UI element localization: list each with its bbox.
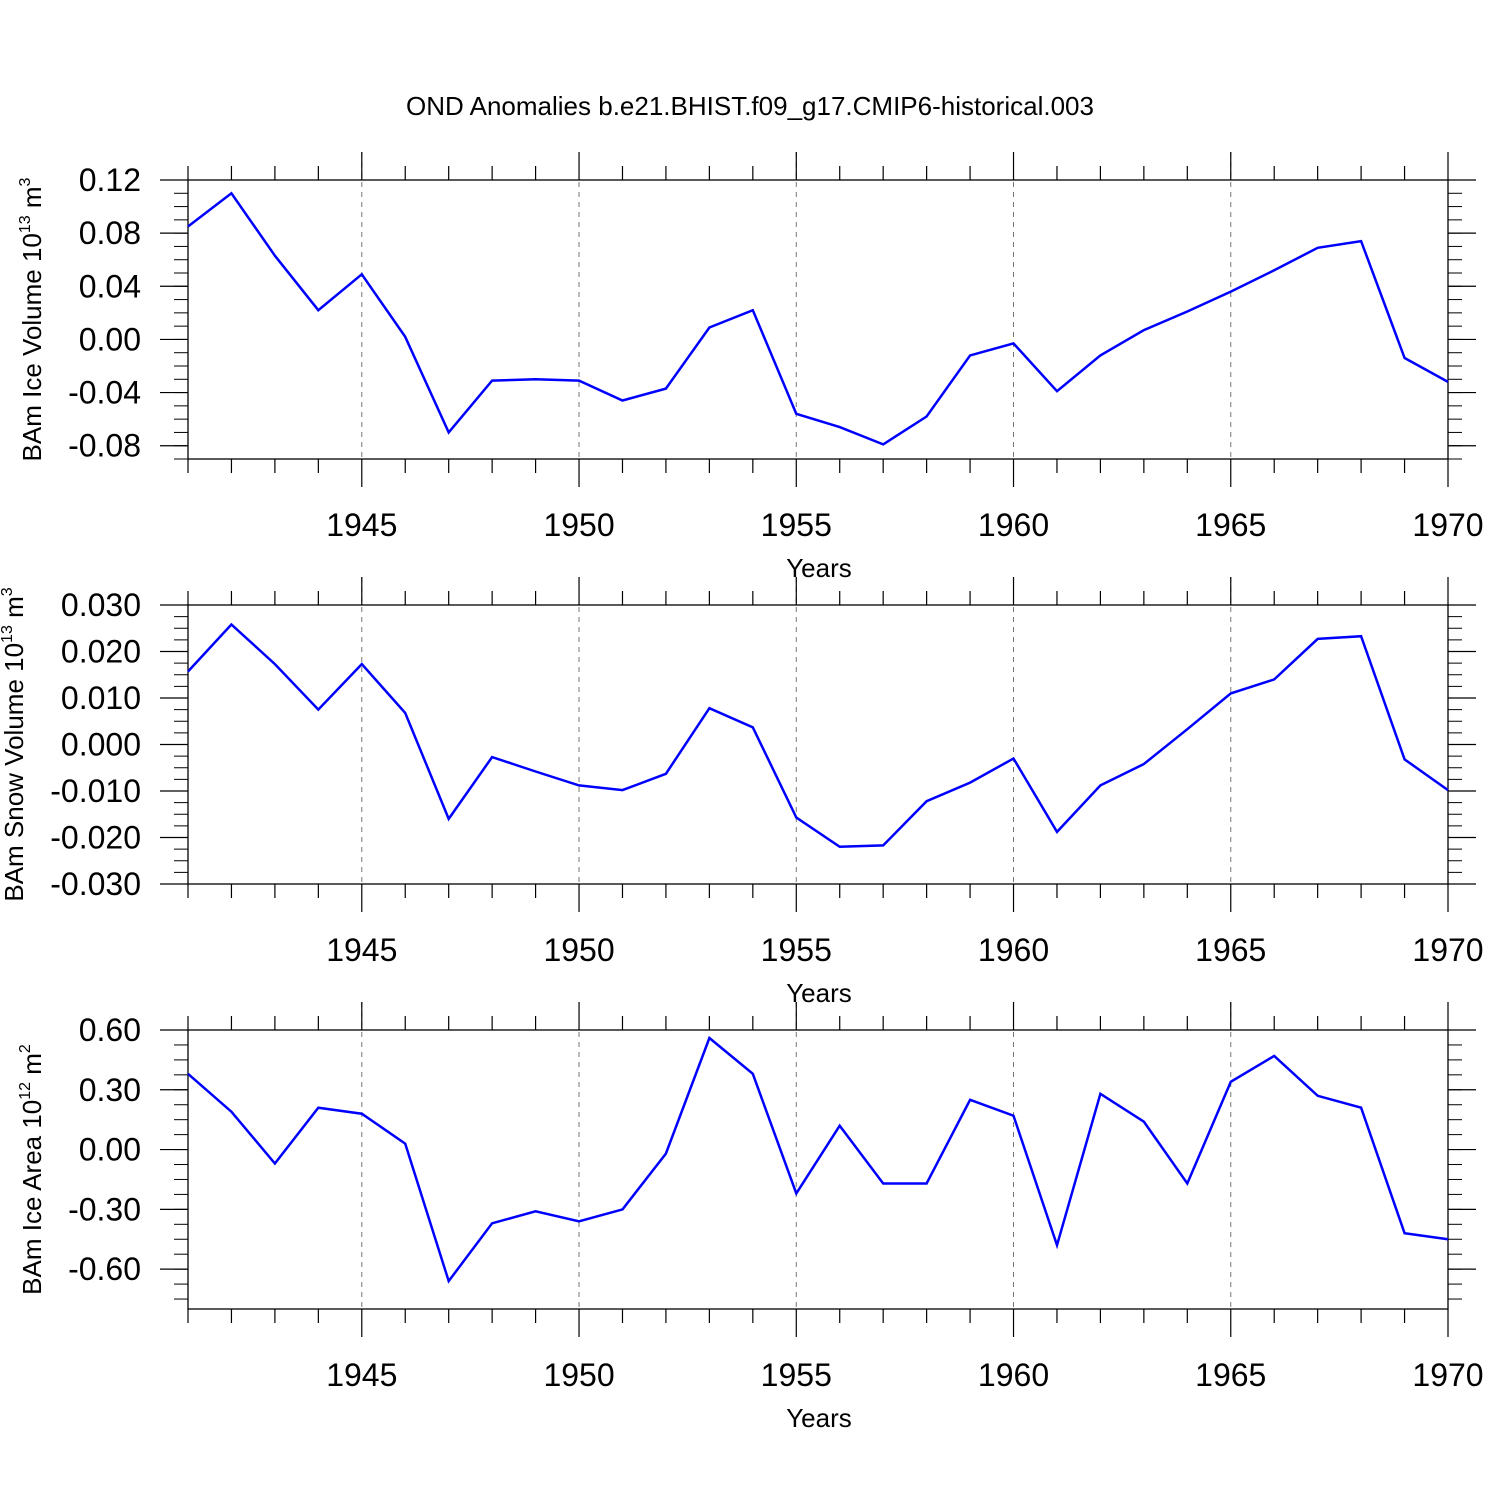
y-axis-title-part: BAm Snow Volume 10 — [0, 643, 29, 902]
x-tick-label: 1955 — [761, 507, 832, 543]
y-tick-label: -0.020 — [50, 820, 141, 856]
y-axis-title-part: BAm Ice Area 10 — [17, 1100, 47, 1295]
x-tick-label: 1955 — [761, 932, 832, 968]
y-axis-title: BAm Ice Area 1012 m2 — [17, 1044, 47, 1295]
x-axis-title: Years — [786, 978, 852, 1008]
y-tick-label: -0.30 — [68, 1191, 141, 1227]
x-axis-title: Years — [786, 553, 852, 583]
y-axis-title-part: m — [17, 1053, 47, 1082]
x-tick-label: 1945 — [326, 932, 397, 968]
series-line — [187, 1035, 1449, 1284]
plot-frame — [187, 604, 1449, 885]
panel-2: 1945 1950 1955 1960 1965 1970 0.030 0.020 0.010 0… — [0, 577, 1484, 1008]
x-tick-label: 1965 — [1195, 1357, 1266, 1393]
y-tick-label: 0.00 — [79, 321, 141, 357]
y-tick-label: 0.000 — [61, 727, 141, 763]
y-tick-label: -0.04 — [68, 375, 141, 411]
x-tick-label: 1950 — [543, 1357, 614, 1393]
y-axis-title-superscript: 3 — [0, 587, 16, 596]
y-axis-title-superscript: 2 — [17, 1044, 34, 1053]
series-line — [187, 191, 1449, 446]
panel-1: 1945 1950 1955 1960 1965 1970 0.12 0.08 0.04 0.00… — [17, 152, 1484, 583]
panel-3: 1945 1950 1955 1960 1965 1970 0.60 0.30 0.00 -0.3… — [17, 1002, 1484, 1433]
y-axis-title-superscript: 3 — [17, 177, 34, 186]
x-tick-label: 1965 — [1195, 507, 1266, 543]
x-tick-label: 1970 — [1412, 932, 1483, 968]
y-tick-label: -0.010 — [50, 773, 141, 809]
y-tick-label: 0.030 — [61, 587, 141, 623]
x-tick-label: 1960 — [978, 507, 1049, 543]
x-tick-label: 1950 — [543, 507, 614, 543]
y-tick-label: 0.04 — [79, 268, 141, 304]
y-tick-label: 0.60 — [79, 1012, 141, 1048]
x-tick-label: 1965 — [1195, 932, 1266, 968]
x-tick-label: 1955 — [761, 1357, 832, 1393]
y-tick-label: 0.08 — [79, 215, 141, 251]
panels: 1945 1950 1955 1960 1965 1970 0.12 0.08 0.04 0.00… — [0, 152, 1484, 1433]
y-axis-title-superscript: 12 — [17, 1082, 34, 1100]
y-tick-label: 0.30 — [79, 1072, 141, 1108]
y-tick-label: -0.08 — [68, 428, 141, 464]
y-tick-label: 0.12 — [79, 162, 141, 198]
chart-title: OND Anomalies b.e21.BHIST.f09_g17.CMIP6-… — [406, 91, 1094, 121]
x-tick-label: 1945 — [326, 1357, 397, 1393]
x-tick-label: 1960 — [978, 1357, 1049, 1393]
y-tick-label: -0.60 — [68, 1251, 141, 1287]
y-axis-title: BAm Ice Volume 1013 m3 — [17, 177, 47, 461]
plot-frame — [187, 1029, 1449, 1310]
y-axis-title-part: m — [17, 186, 47, 215]
y-tick-label: -0.030 — [50, 866, 141, 902]
series-line — [187, 622, 1449, 849]
y-axis-title-superscript: 13 — [0, 625, 16, 643]
x-tick-label: 1950 — [543, 932, 614, 968]
x-axis-title: Years — [786, 1403, 852, 1433]
plot-frame — [187, 179, 1449, 460]
y-tick-label: 0.00 — [79, 1132, 141, 1168]
y-axis-title: BAm Snow Volume 1013 m3 — [0, 587, 29, 901]
x-tick-label: 1970 — [1412, 1357, 1483, 1393]
x-tick-label: 1945 — [326, 507, 397, 543]
y-axis-title-superscript: 13 — [17, 215, 34, 233]
y-axis-title-part: BAm Ice Volume 10 — [17, 233, 47, 461]
y-tick-label: 0.010 — [61, 680, 141, 716]
y-axis-title-part: m — [0, 596, 29, 625]
x-tick-label: 1960 — [978, 932, 1049, 968]
x-tick-label: 1970 — [1412, 507, 1483, 543]
y-tick-label: 0.020 — [61, 634, 141, 670]
